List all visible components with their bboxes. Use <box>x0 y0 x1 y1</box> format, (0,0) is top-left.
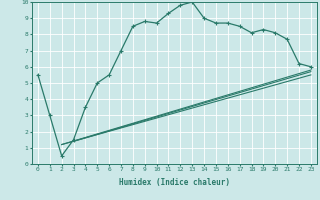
X-axis label: Humidex (Indice chaleur): Humidex (Indice chaleur) <box>119 178 230 187</box>
